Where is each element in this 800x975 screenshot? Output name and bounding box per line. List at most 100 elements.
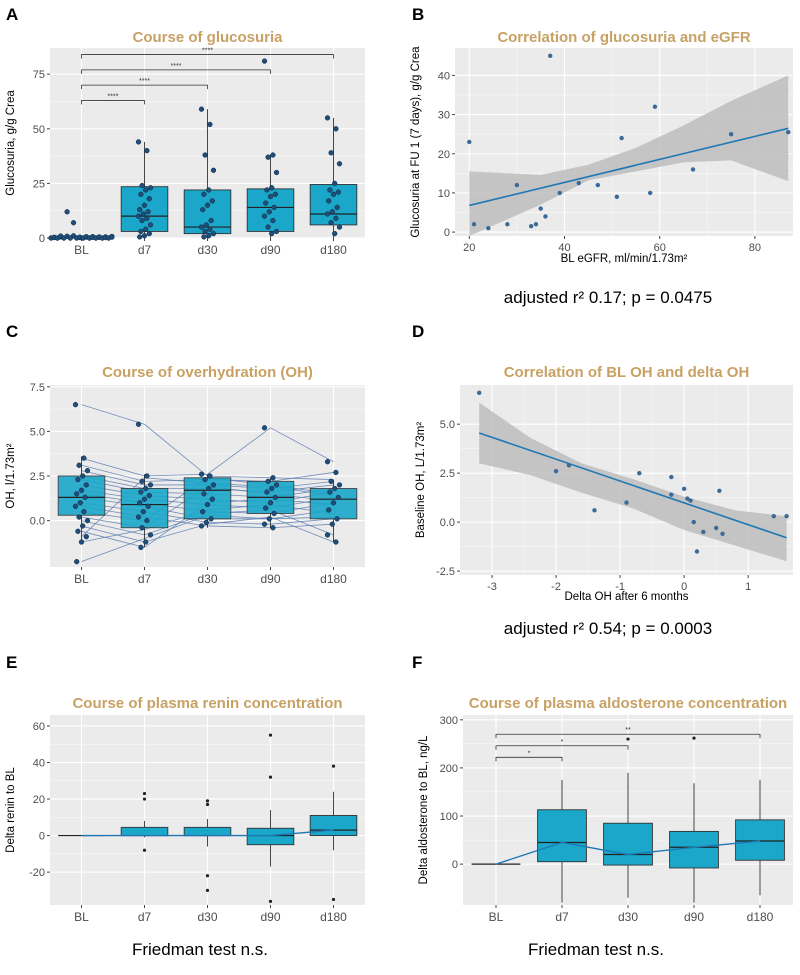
data-point-b: [514, 182, 520, 188]
data-point-c: [75, 476, 81, 483]
data-point-c: [143, 485, 149, 492]
x-tick-label-d: -1: [615, 581, 625, 593]
regression-line-b: [469, 127, 789, 207]
data-point-c: [75, 528, 81, 534]
data-point-a: [271, 204, 277, 211]
data-point-b: [576, 180, 581, 186]
outlier-point-e: [205, 874, 210, 878]
data-point-c: [208, 516, 214, 522]
data-point-d: [688, 498, 693, 503]
x-tick-label-f: d180: [747, 910, 774, 924]
data-point-c: [201, 491, 207, 497]
box-e: [183, 826, 232, 837]
x-tick-label-d: -2: [551, 581, 561, 593]
data-point-c: [264, 489, 270, 495]
data-point-a: [332, 180, 338, 187]
x-tick-label-d: -3: [487, 581, 497, 593]
data-point-c: [147, 532, 154, 538]
y-tick-label-d: 2.5: [440, 468, 455, 480]
data-point-b: [786, 130, 791, 135]
y-tick-label-c: 5.0: [30, 426, 45, 438]
y-tick-label-b: 0: [444, 227, 450, 239]
data-point-c: [80, 473, 86, 479]
data-point-b: [548, 53, 553, 59]
data-point-c: [204, 501, 211, 508]
data-point-a: [144, 215, 150, 221]
x-tick-label-f: d90: [684, 910, 704, 924]
box-e: [246, 827, 295, 846]
chart-title-a: Course of glucosuria: [132, 29, 283, 46]
significance-bracket-a: [81, 84, 208, 90]
data-point-a: [324, 211, 331, 217]
data-point-b: [690, 167, 696, 172]
data-point-b: [528, 224, 534, 229]
significance-label-a: ****: [139, 78, 150, 85]
data-point-c: [210, 482, 217, 488]
x-axis-label-b: BL eGFR, ml/min/1.73m²: [561, 253, 688, 265]
data-point-c: [81, 509, 87, 515]
data-point-c: [324, 459, 331, 465]
y-tick-label-c: 7.5: [30, 382, 45, 394]
data-point-a: [270, 217, 276, 224]
data-point-a: [326, 198, 332, 204]
data-point-b: [467, 139, 472, 145]
data-point-a: [138, 191, 144, 197]
data-point-a: [141, 233, 148, 239]
data-point-a: [140, 211, 146, 217]
data-point-a: [202, 152, 208, 158]
y-tick-label-c: 2.5: [30, 471, 45, 483]
confidence-band-b: [469, 75, 789, 237]
data-point-c: [261, 425, 268, 431]
data-point-c: [269, 485, 275, 492]
data-point-a: [327, 187, 333, 193]
data-point-a: [269, 230, 275, 237]
outlier-point-e: [205, 802, 210, 807]
y-tick-label-a: 50: [33, 124, 45, 136]
x-tick-label-a: BL: [74, 243, 89, 257]
significance-bracket-f: [495, 733, 761, 739]
data-point-d: [624, 500, 629, 505]
y-tick-label-b: 40: [438, 70, 450, 82]
data-point-c: [271, 510, 277, 517]
x-tick-label-c: d7: [138, 572, 152, 586]
data-point-b: [652, 104, 658, 109]
data-point-b: [533, 222, 539, 227]
data-point-c: [147, 482, 154, 488]
data-point-c: [272, 494, 278, 501]
data-point-c: [332, 485, 338, 492]
data-point-a: [269, 185, 275, 191]
data-point-c: [270, 475, 276, 481]
data-point-c: [144, 473, 150, 479]
panel-letter-a: A: [6, 5, 18, 24]
data-point-c: [326, 507, 332, 513]
outlier-point-e: [268, 775, 273, 779]
chart-b: 0 10 20 30 40 20 40 60 80 Correlation of glucosur…: [410, 29, 793, 265]
data-point-c: [333, 469, 339, 476]
data-point-c: [266, 516, 272, 522]
y-tick-label-e: 0: [39, 831, 45, 843]
significance-label-f: *: [561, 739, 564, 746]
significance-bracket-a: [81, 100, 145, 105]
data-point-a: [67, 235, 73, 241]
data-point-c: [265, 478, 271, 485]
significance-bracket-a: [81, 69, 271, 74]
data-point-d: [669, 474, 674, 480]
data-point-c: [206, 485, 212, 492]
x-tick-label-c: d30: [197, 572, 217, 586]
data-point-a: [206, 187, 212, 193]
data-point-c: [334, 516, 340, 522]
x-tick-label-e: d7: [138, 910, 152, 924]
y-tick-label-f: 300: [440, 715, 458, 727]
data-point-c: [72, 503, 79, 509]
data-point-a: [146, 230, 152, 237]
data-point-b: [486, 225, 491, 231]
outlier-point-f: [626, 737, 630, 741]
box-f: [537, 809, 587, 863]
data-point-a: [210, 230, 217, 237]
data-point-c: [78, 539, 85, 545]
data-point-c: [144, 517, 150, 524]
data-point-a: [328, 150, 334, 156]
outlier-point-e: [205, 799, 210, 803]
data-point-a: [273, 169, 280, 176]
y-tick-label-e: 20: [33, 794, 45, 806]
